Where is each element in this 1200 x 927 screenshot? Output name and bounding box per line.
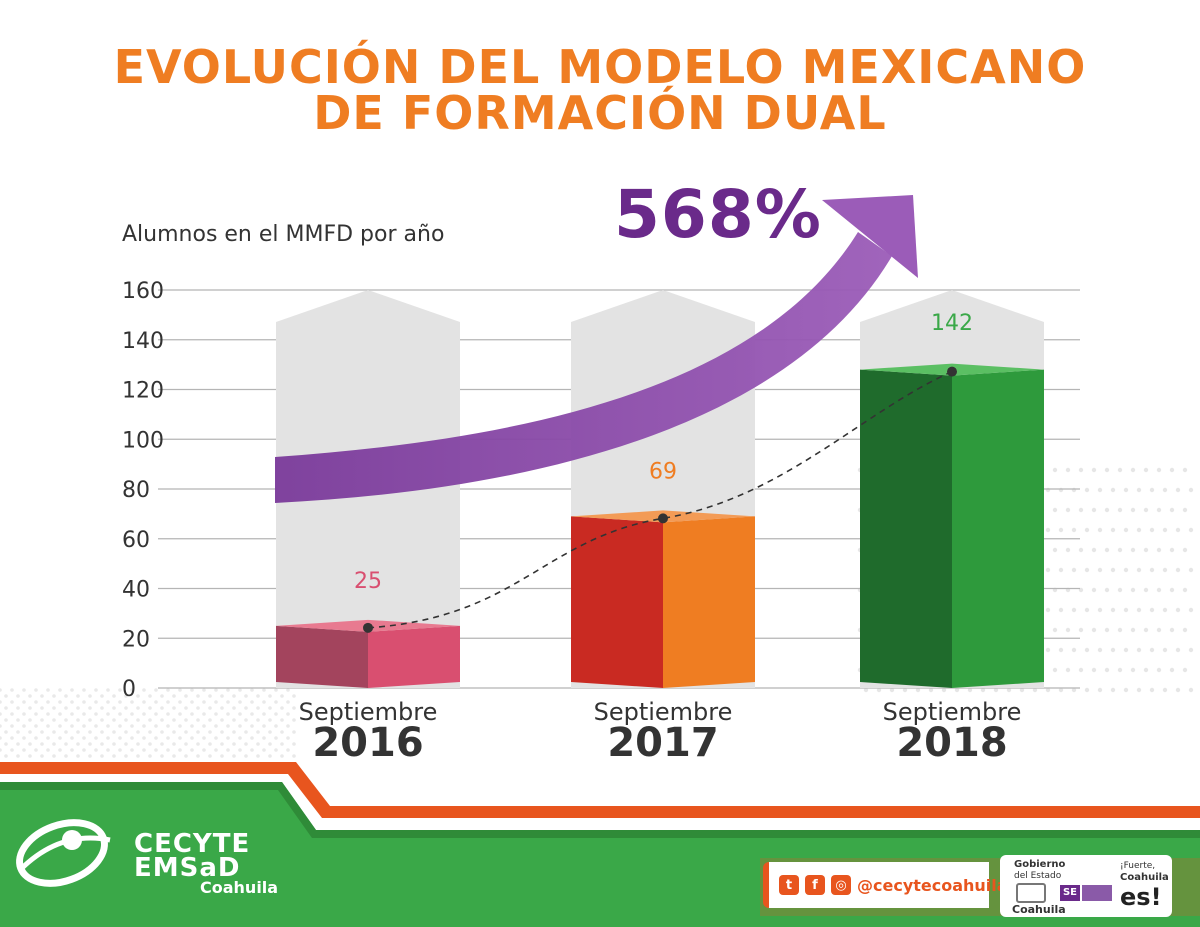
gov-line-1: Gobierno [1014,859,1066,870]
brand-logo-text: CECYTE EMSaD [134,829,251,883]
category-month-label: Septiembre [299,698,438,726]
y-tick-label: 40 [122,578,150,603]
slogan-big: es! [1120,883,1162,911]
y-tick-label: 120 [122,379,164,404]
bar-left-face [860,369,952,688]
category-labels: Septiembre2016Septiembre2017Septiembre20… [299,698,1022,766]
bar [663,516,755,688]
growth-arrow-body [275,232,892,503]
y-tick-label: 0 [122,677,136,702]
y-tick-labels: 0 20 40 60 80 100 120 140 160 [122,279,164,702]
y-tick-label: 160 [122,279,164,304]
y-tick-label: 140 [122,329,164,354]
category-month-label: Septiembre [883,698,1022,726]
brand-line-2: EMSaD [134,853,241,883]
social-handle[interactable]: @cecytecoahuila [857,875,1008,895]
category-year-label: 2018 [896,720,1007,766]
bar [952,369,1044,688]
y-tick-label: 60 [122,528,150,553]
trend-point [947,366,957,377]
category-year-label: 2017 [607,720,718,766]
bar [368,625,460,688]
gov-state: Coahuila [1012,903,1066,916]
category-year-label: 2016 [312,720,423,766]
state-seal-icon [1016,883,1046,903]
trend-point [658,513,668,524]
bar-left-face [571,516,663,688]
data-label: 69 [649,459,677,484]
title-line-2: DE FORMACIÓN DUAL [313,86,887,140]
y-tick-label: 20 [122,627,150,652]
cecyte-logo-emblem [16,819,111,887]
category-month-label: Septiembre [594,698,733,726]
se-badge: SE [1060,885,1080,901]
slogan-mid: Coahuila [1120,872,1169,883]
gov-line-2: del Estado [1014,871,1062,881]
growth-label: 568% [614,176,822,253]
data-label: 142 [931,311,973,336]
y-tick-label: 80 [122,478,150,503]
trend-point [363,622,373,633]
brand-sub: Coahuila [200,878,279,897]
y-axis-caption: Alumnos en el MMFD por año [122,222,445,247]
facebook-icon[interactable]: f [805,875,825,895]
government-logos: Gobierno del Estado Coahuila SE ¡Fuerte,… [1000,855,1172,917]
growth-arrow [275,195,918,503]
slogan-small: ¡Fuerte, [1120,861,1156,871]
growth-arrow-head [822,195,918,278]
instagram-icon[interactable]: ◎ [831,875,851,895]
trend-dashed-line [367,370,953,629]
title-line-1: EVOLUCIÓN DEL MODELO MEXICANO [113,40,1087,94]
trend-line [363,366,957,633]
brand-line-1: CECYTE [134,829,251,859]
social-box: t f ◎ @cecytecoahuila [763,862,1008,908]
y-tick-label: 100 [122,428,164,453]
data-label: 25 [354,569,382,594]
se-bar [1082,885,1112,901]
twitter-icon[interactable]: t [779,875,799,895]
bar-left-face [276,625,368,688]
